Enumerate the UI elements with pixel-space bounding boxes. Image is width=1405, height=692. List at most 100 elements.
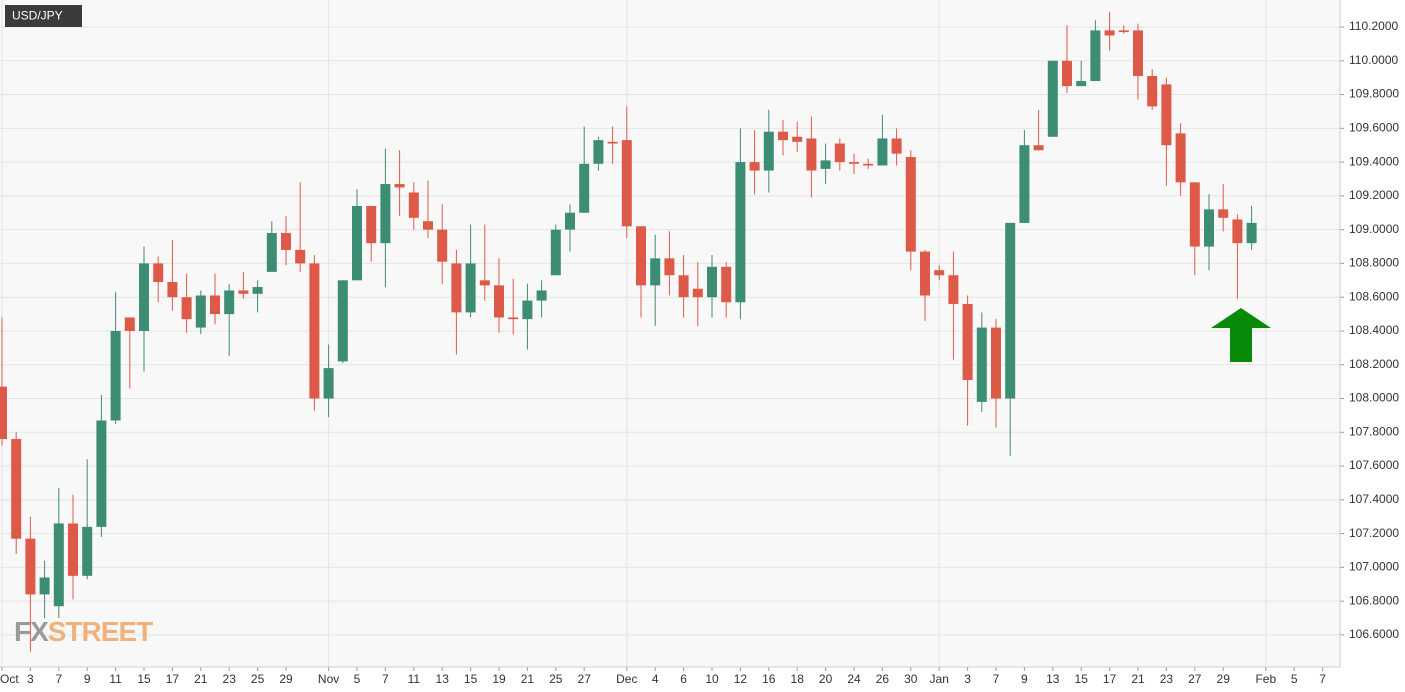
candle-body: [295, 249, 306, 264]
candle-body: [479, 280, 490, 286]
candle-body: [352, 206, 362, 281]
y-tick-label: 108.2000: [1349, 357, 1399, 371]
watermark-fx: FX: [14, 616, 49, 647]
x-tick-label: 29: [279, 672, 293, 686]
candle-body: [735, 162, 746, 303]
candle-body: [323, 368, 334, 399]
y-tick-label: 109.0000: [1349, 222, 1399, 236]
candle-body: [834, 143, 845, 163]
x-tick-label: Oct: [0, 672, 19, 686]
x-tick-label: 12: [734, 672, 748, 686]
x-tick-label: 7: [55, 672, 62, 686]
candle-body: [565, 212, 575, 230]
candle-body: [1161, 84, 1172, 146]
candle-body: [53, 523, 64, 607]
y-tick-label: 106.6000: [1349, 627, 1399, 641]
x-tick-label: 5: [1291, 672, 1298, 686]
y-tick-label: 109.8000: [1349, 87, 1399, 101]
x-tick-label: 23: [223, 672, 237, 686]
y-tick-label: 108.6000: [1349, 289, 1399, 303]
candle-body: [1033, 145, 1044, 151]
x-tick-label: 11: [408, 672, 421, 686]
y-tick-label: 109.6000: [1349, 121, 1399, 135]
y-tick-label: 109.2000: [1349, 188, 1399, 202]
candle-body: [281, 233, 291, 250]
candle-body: [522, 300, 533, 320]
y-tick-label: 109.4000: [1349, 154, 1399, 168]
candle-body: [451, 263, 462, 313]
x-tick-label: 21: [1131, 672, 1145, 686]
x-tick-label: 26: [876, 672, 890, 686]
candle-body: [337, 280, 348, 362]
y-tick-label: 107.0000: [1349, 560, 1399, 574]
candle-body: [1118, 30, 1129, 33]
candle-body: [238, 290, 249, 294]
candle-body: [1147, 75, 1158, 107]
x-tick-label: 15: [137, 672, 151, 686]
candle-body: [394, 184, 405, 188]
x-tick-label: 13: [1046, 672, 1060, 686]
candle-body: [749, 162, 760, 171]
candle-body: [1189, 182, 1200, 247]
x-tick-label: 21: [194, 672, 208, 686]
x-tick-label: 25: [549, 672, 563, 686]
x-tick-label: 7: [382, 672, 389, 686]
x-tick-label: 20: [819, 672, 833, 686]
x-tick-label: 11: [109, 672, 122, 686]
candle-body: [1019, 145, 1030, 223]
x-tick-label: Dec: [616, 672, 637, 686]
candle-body: [1090, 30, 1101, 82]
x-tick-label: 23: [1160, 672, 1174, 686]
candle-body: [366, 206, 377, 244]
x-tick-label: 3: [964, 672, 971, 686]
candle-body: [593, 140, 604, 164]
x-tick-label: 16: [762, 672, 776, 686]
candle-body: [976, 327, 987, 402]
candle-body: [636, 226, 646, 286]
y-tick-label: 110.2000: [1349, 19, 1398, 33]
candle-body: [621, 140, 632, 227]
candle-body: [39, 577, 50, 595]
x-tick-label: 17: [166, 672, 180, 686]
candle-body: [1005, 222, 1016, 399]
x-tick-label: 21: [521, 672, 535, 686]
x-tick-label: 9: [84, 672, 91, 686]
candle-body: [153, 263, 164, 282]
candle-body: [380, 184, 391, 244]
candle-body: [139, 263, 149, 331]
x-tick-label: 29: [1217, 672, 1231, 686]
x-tick-label: Jan: [930, 672, 949, 686]
chart-title: USD/JPY: [12, 9, 63, 23]
x-tick-label: 3: [27, 672, 34, 686]
x-tick-label: 17: [1103, 672, 1117, 686]
x-tick-label: 24: [847, 672, 861, 686]
candle-body: [408, 192, 419, 218]
candle-body: [792, 136, 803, 142]
candle-body: [778, 131, 788, 141]
candle-body: [167, 281, 178, 298]
candle-body: [437, 229, 448, 262]
candle-body: [991, 327, 1001, 399]
candle-body: [1204, 209, 1214, 247]
grid: [0, 0, 1344, 671]
candle-body: [536, 290, 547, 301]
candle-body: [948, 275, 959, 304]
x-tick-label: Nov: [318, 672, 339, 686]
watermark: FXSTREET: [14, 616, 153, 647]
x-tick-label: 19: [492, 672, 506, 686]
candle-body: [1246, 222, 1257, 244]
candle-body: [181, 297, 192, 320]
y-tick-label: 107.8000: [1349, 424, 1399, 438]
y-tick-label: 108.0000: [1349, 391, 1399, 405]
candle-body: [905, 157, 916, 252]
title-box: [5, 5, 82, 27]
candle-body: [707, 266, 717, 298]
candle-body: [1133, 30, 1143, 76]
y-tick-label: 107.2000: [1349, 526, 1399, 540]
candle-body: [863, 163, 874, 166]
candle-body: [934, 270, 945, 276]
candle-body: [252, 287, 263, 294]
x-tick-label: 6: [680, 672, 687, 686]
y-tick-label: 106.8000: [1349, 593, 1399, 607]
candle-body: [806, 138, 817, 171]
